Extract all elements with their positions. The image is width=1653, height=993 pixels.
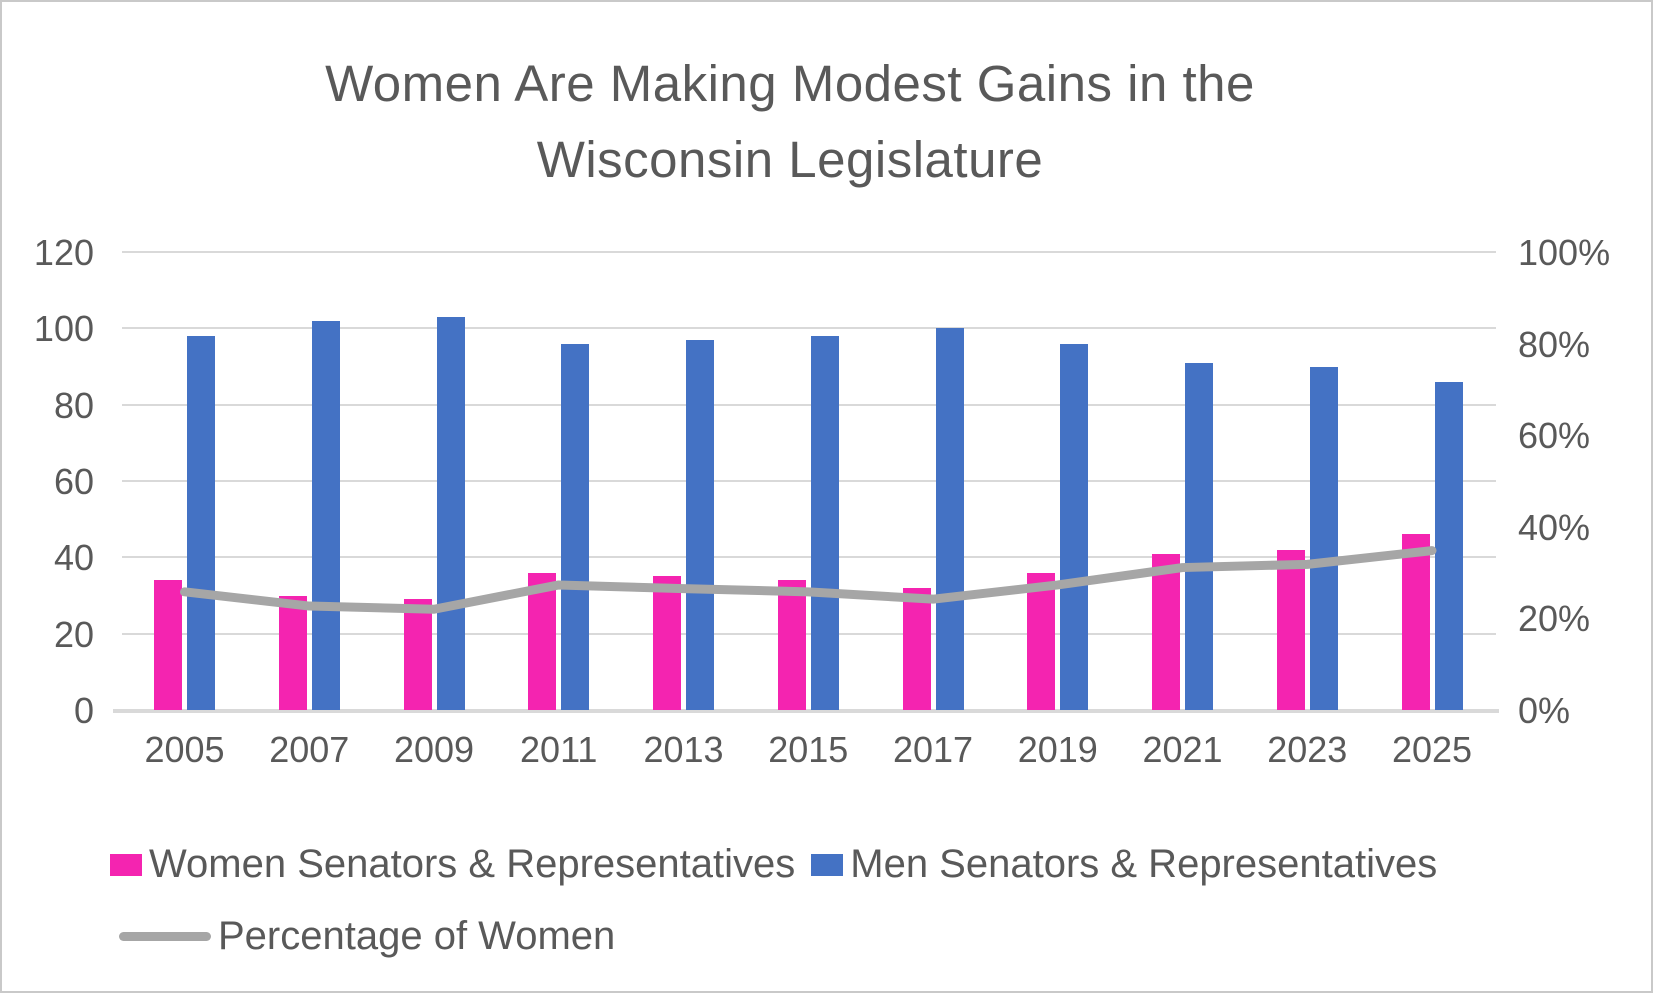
men-bar-2017: [935, 328, 964, 710]
women-bar-2017: [902, 587, 931, 710]
gridline-120: [122, 251, 1496, 253]
men-bar-2023: [1309, 366, 1338, 710]
men-series-swatch: [811, 853, 844, 876]
legend-row-2: Percentage of Women: [119, 914, 615, 959]
legend-label-women: Women Senators & Representatives: [149, 842, 796, 886]
right-axis-tick-0%: 0%: [1518, 690, 1571, 731]
men-bar-2015: [810, 335, 839, 710]
women-series-swatch: [110, 853, 142, 876]
women-bar-2025: [1401, 534, 1430, 710]
right-axis-tick-40%: 40%: [1518, 506, 1591, 548]
left-axis-tick-100: 100: [33, 308, 94, 350]
right-axis-tick-100%: 100%: [1518, 232, 1611, 273]
women-bar-2013: [653, 576, 681, 710]
left-axis-tick-120: 120: [33, 232, 94, 273]
left-axis-tick-40: 40: [53, 537, 94, 579]
x-axis-label-2013: 2013: [643, 729, 724, 770]
gridline-100: [122, 327, 1496, 330]
left-axis-tick-80: 80: [53, 384, 94, 426]
left-axis-tick-0: 0: [73, 690, 94, 731]
men-bar-2013: [686, 339, 714, 710]
x-axis-label-2017: 2017: [892, 729, 974, 770]
left-axis-tick-60: 60: [53, 461, 94, 502]
women-bar-2009: [403, 599, 432, 710]
women-bar-2005: [154, 580, 182, 710]
men-bar-2005: [187, 335, 215, 710]
x-axis-label-2021: 2021: [1142, 729, 1223, 770]
x-axis-label-2023: 2023: [1267, 729, 1348, 770]
women-bar-2019: [1027, 572, 1056, 710]
men-bar-2009: [436, 316, 465, 710]
percentage-line-swatch: [119, 932, 211, 941]
x-axis-baseline: [113, 709, 1499, 713]
x-axis-label-2005: 2005: [144, 729, 225, 770]
men-bar-2025: [1434, 381, 1463, 710]
men-bar-2021: [1185, 362, 1213, 710]
women-bar-2015: [777, 580, 806, 710]
gridline-80: [122, 403, 1496, 406]
percentage-of-women-line: [180, 546, 1437, 614]
chart-title-line-2: Wisconsin Legislature: [536, 131, 1044, 188]
men-bar-2019: [1060, 343, 1089, 710]
x-axis-label-2007: 2007: [269, 729, 350, 770]
men-bar-2007: [311, 320, 340, 710]
chart-title: Women Are Making Modest Gains in the Wis…: [2, 46, 1578, 198]
women-bar-2011: [528, 572, 557, 710]
x-axis-label-2011: 2011: [520, 729, 598, 770]
x-axis-label-2015: 2015: [768, 729, 849, 770]
x-axis-label-2019: 2019: [1017, 729, 1098, 770]
women-bar-2023: [1276, 549, 1305, 710]
x-axis-label-2025: 2025: [1391, 729, 1473, 770]
men-bar-2011: [561, 343, 590, 710]
legend-label-percentage: Percentage of Women: [218, 914, 616, 958]
right-axis-tick-80%: 80%: [1518, 323, 1591, 365]
left-axis-tick-20: 20: [53, 613, 94, 655]
legend-row-1: Women Senators & Representatives Men Sen…: [110, 842, 1437, 887]
right-axis-tick-20%: 20%: [1518, 598, 1591, 640]
gridline-20: [122, 632, 1496, 635]
right-axis-tick-60%: 60%: [1518, 415, 1591, 457]
x-axis-label-2009: 2009: [393, 729, 475, 770]
chart-title-line-1: Women Are Making Modest Gains in the: [325, 55, 1255, 112]
gridline-60: [122, 480, 1496, 482]
women-bar-2021: [1152, 553, 1180, 710]
legend-label-men: Men Senators & Representatives: [850, 842, 1438, 886]
women-bar-2007: [278, 595, 307, 710]
